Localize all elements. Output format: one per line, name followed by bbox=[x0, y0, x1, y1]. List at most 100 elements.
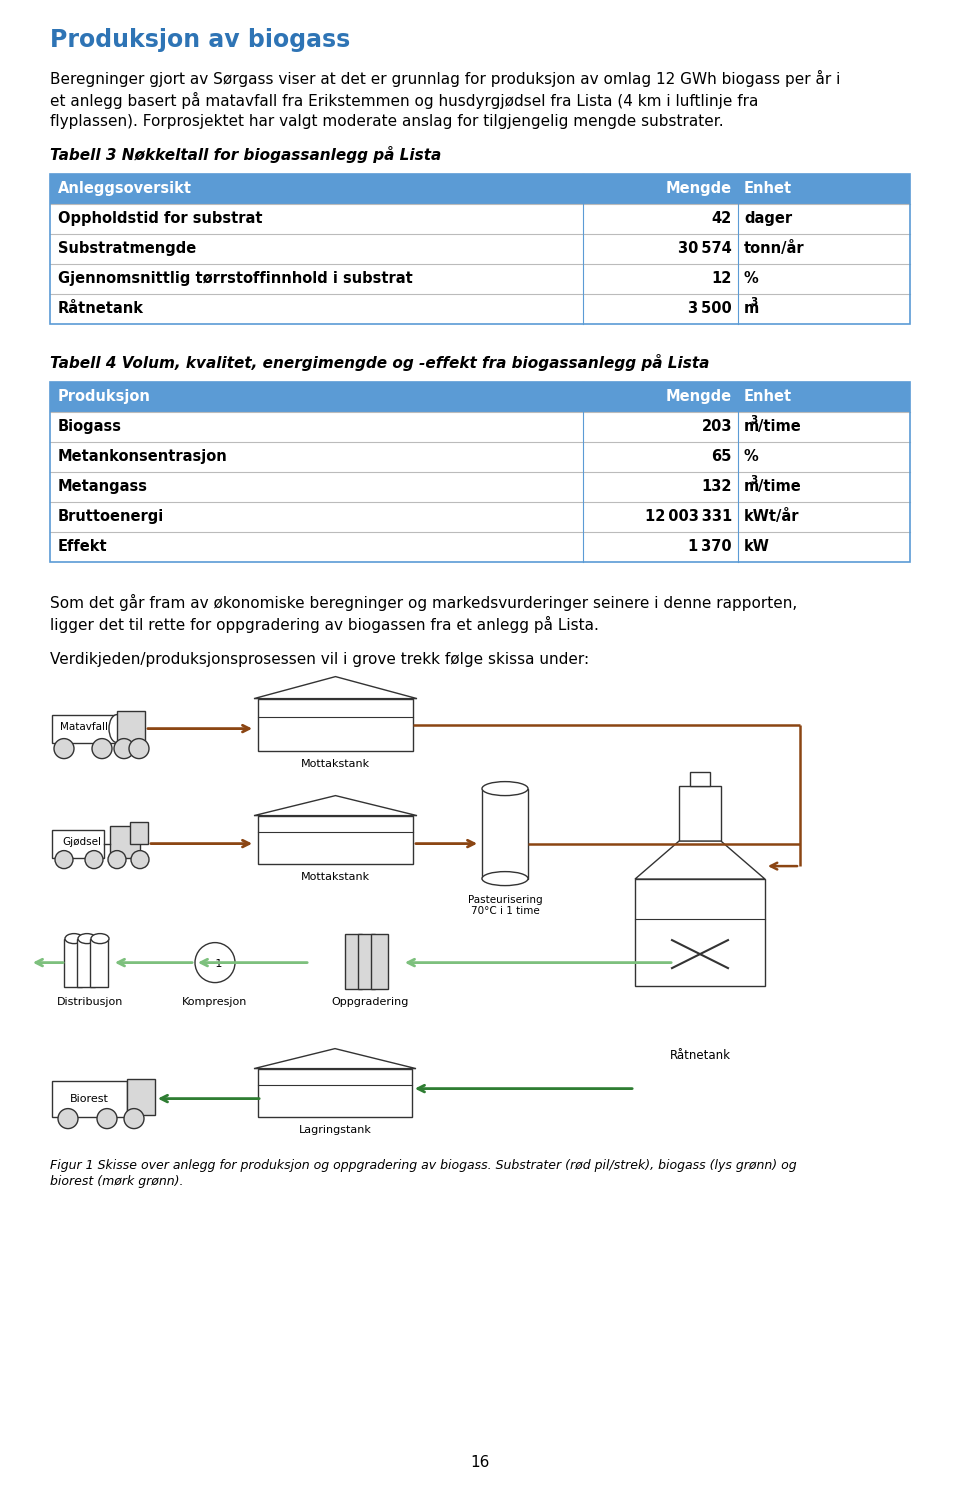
Circle shape bbox=[58, 1109, 78, 1128]
Bar bbox=[690, 772, 710, 787]
Text: Mengde: Mengde bbox=[666, 182, 732, 197]
Text: %: % bbox=[744, 271, 758, 286]
Bar bbox=[117, 711, 145, 746]
Text: Beregninger gjort av Sørgass viser at det er grunnlag for produksjon av omlag 12: Beregninger gjort av Sørgass viser at de… bbox=[50, 70, 840, 86]
Text: 65: 65 bbox=[711, 448, 732, 463]
Circle shape bbox=[124, 1109, 144, 1128]
Text: 70°C i 1 time: 70°C i 1 time bbox=[470, 906, 540, 915]
Text: Oppgradering: Oppgradering bbox=[331, 997, 409, 1007]
Text: Oppholdstid for substrat: Oppholdstid for substrat bbox=[58, 212, 262, 226]
Text: Tabell 4 Volum, kvalitet, energimengde og -effekt fra biogassanlegg på Lista: Tabell 4 Volum, kvalitet, energimengde o… bbox=[50, 353, 709, 371]
Bar bbox=[50, 502, 910, 532]
Bar bbox=[90, 939, 108, 986]
Text: 3 500: 3 500 bbox=[688, 301, 732, 316]
Circle shape bbox=[129, 739, 149, 758]
Bar bbox=[482, 788, 528, 879]
Text: 3: 3 bbox=[751, 475, 758, 486]
Text: 203: 203 bbox=[702, 419, 732, 434]
Bar bbox=[50, 381, 910, 411]
Text: %: % bbox=[744, 448, 758, 463]
Polygon shape bbox=[254, 796, 417, 815]
Text: /time: /time bbox=[757, 480, 801, 495]
Text: tonn/år: tonn/år bbox=[744, 241, 804, 256]
Circle shape bbox=[97, 1109, 117, 1128]
Bar bbox=[258, 1068, 412, 1116]
Bar bbox=[679, 787, 721, 840]
Polygon shape bbox=[635, 840, 765, 879]
Text: −1: −1 bbox=[206, 958, 223, 969]
Text: et anlegg basert på matavfall fra Erikstemmen og husdyrgjødsel fra Lista (4 km i: et anlegg basert på matavfall fra Erikst… bbox=[50, 92, 758, 109]
Text: Råtnetank: Råtnetank bbox=[58, 301, 144, 316]
Ellipse shape bbox=[78, 934, 96, 943]
Bar bbox=[50, 381, 910, 562]
Text: 1 370: 1 370 bbox=[688, 539, 732, 554]
Text: Mottakstank: Mottakstank bbox=[300, 872, 370, 882]
Ellipse shape bbox=[482, 872, 528, 885]
Bar bbox=[50, 264, 910, 294]
Text: m: m bbox=[744, 419, 759, 434]
Circle shape bbox=[131, 851, 149, 869]
Ellipse shape bbox=[65, 934, 83, 943]
Circle shape bbox=[108, 851, 126, 869]
Text: Substratmengde: Substratmengde bbox=[58, 241, 196, 256]
Bar bbox=[371, 934, 388, 988]
Bar bbox=[52, 830, 104, 858]
Text: 30 574: 30 574 bbox=[679, 241, 732, 256]
Polygon shape bbox=[254, 1049, 416, 1068]
Circle shape bbox=[114, 739, 134, 758]
Bar bbox=[50, 532, 910, 562]
Text: Figur 1 Skisse over anlegg for produksjon og oppgradering av biogass. Substrater: Figur 1 Skisse over anlegg for produksjo… bbox=[50, 1159, 797, 1171]
Text: Enhet: Enhet bbox=[744, 182, 792, 197]
Bar bbox=[130, 821, 148, 843]
Text: Produksjon: Produksjon bbox=[58, 389, 151, 404]
Text: Metangass: Metangass bbox=[58, 480, 148, 495]
Polygon shape bbox=[254, 676, 417, 699]
Circle shape bbox=[92, 739, 112, 758]
Bar bbox=[50, 174, 910, 204]
Text: Produksjon av biogass: Produksjon av biogass bbox=[50, 28, 350, 52]
Text: ligger det til rette for oppgradering av biogassen fra et anlegg på Lista.: ligger det til rette for oppgradering av… bbox=[50, 615, 599, 633]
Text: Råtnetank: Råtnetank bbox=[669, 1049, 731, 1061]
Text: Gjødsel: Gjødsel bbox=[62, 836, 101, 846]
Text: kWt/år: kWt/år bbox=[744, 510, 800, 524]
Bar bbox=[64, 939, 82, 986]
Text: Lagringstank: Lagringstank bbox=[299, 1125, 372, 1134]
Text: Kompresjon: Kompresjon bbox=[182, 997, 248, 1007]
Bar bbox=[50, 472, 910, 502]
Text: Distribusjon: Distribusjon bbox=[57, 997, 123, 1007]
Bar bbox=[110, 825, 140, 858]
Bar bbox=[127, 1079, 155, 1115]
Text: Biorest: Biorest bbox=[69, 1094, 108, 1104]
Text: m: m bbox=[744, 480, 759, 495]
Text: 12 003 331: 12 003 331 bbox=[645, 510, 732, 524]
Bar bbox=[50, 174, 910, 323]
Text: Matavfall: Matavfall bbox=[60, 721, 108, 732]
Bar bbox=[50, 294, 910, 323]
Ellipse shape bbox=[482, 782, 528, 796]
Text: 16: 16 bbox=[470, 1456, 490, 1471]
Text: Tabell 3 Nøkkeltall for biogassanlegg på Lista: Tabell 3 Nøkkeltall for biogassanlegg på… bbox=[50, 146, 442, 162]
Text: Gjennomsnittlig tørrstoffinnhold i substrat: Gjennomsnittlig tørrstoffinnhold i subst… bbox=[58, 271, 413, 286]
Bar bbox=[50, 411, 910, 441]
Text: 3: 3 bbox=[751, 416, 758, 425]
Bar bbox=[345, 934, 362, 988]
Text: flyplassen). Forprosjektet har valgt moderate anslag for tilgjengelig mengde sub: flyplassen). Forprosjektet har valgt mod… bbox=[50, 115, 724, 130]
Text: Anleggsoversikt: Anleggsoversikt bbox=[58, 182, 192, 197]
Text: 42: 42 bbox=[711, 212, 732, 226]
Bar bbox=[358, 934, 375, 988]
Bar bbox=[77, 939, 95, 986]
Text: /time: /time bbox=[757, 419, 801, 434]
Ellipse shape bbox=[91, 934, 109, 943]
Circle shape bbox=[55, 851, 73, 869]
Bar bbox=[50, 441, 910, 472]
Text: dager: dager bbox=[744, 212, 792, 226]
Text: 12: 12 bbox=[711, 271, 732, 286]
Text: Verdikjeden/produksjonsprosessen vil i grove trekk følge skissa under:: Verdikjeden/produksjonsprosessen vil i g… bbox=[50, 651, 589, 666]
Bar bbox=[50, 204, 910, 234]
Bar bbox=[52, 1080, 127, 1116]
Text: biorest (mørk grønn).: biorest (mørk grønn). bbox=[50, 1174, 183, 1188]
Circle shape bbox=[54, 739, 74, 758]
Text: Enhet: Enhet bbox=[744, 389, 792, 404]
Text: Mengde: Mengde bbox=[666, 389, 732, 404]
Text: Effekt: Effekt bbox=[58, 539, 108, 554]
